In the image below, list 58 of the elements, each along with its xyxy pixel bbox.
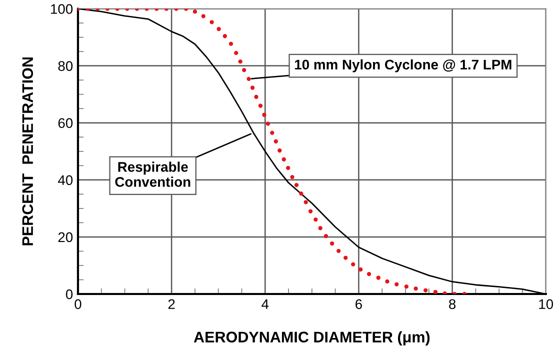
y-tick-label: 40 — [58, 175, 73, 186]
point — [304, 200, 308, 204]
point — [414, 286, 418, 291]
point — [286, 166, 290, 170]
point — [192, 10, 198, 14]
point — [258, 104, 263, 108]
y-tick-label: 100 — [51, 4, 73, 14]
point — [210, 20, 214, 24]
point — [366, 272, 372, 276]
point — [433, 290, 438, 294]
point — [228, 42, 234, 46]
point — [254, 94, 258, 99]
point — [278, 148, 282, 153]
point — [299, 192, 304, 196]
point — [344, 256, 348, 260]
point — [424, 288, 428, 292]
point — [262, 112, 266, 117]
point — [282, 157, 286, 162]
y-tick-label: 60 — [58, 118, 73, 128]
point — [222, 34, 227, 38]
point — [404, 284, 409, 289]
point — [308, 209, 313, 214]
point — [442, 291, 447, 294]
point — [274, 139, 278, 144]
point — [270, 130, 274, 135]
point — [376, 276, 380, 280]
point — [294, 182, 299, 188]
point — [266, 122, 270, 126]
point — [318, 226, 322, 230]
point — [336, 248, 341, 254]
point — [324, 234, 328, 238]
x-tick-label: 10 — [539, 299, 554, 310]
annotation: 10 mm Nylon Cyclone @ 1.7 LPM — [294, 59, 512, 72]
point — [201, 14, 206, 18]
y-tick-label: 20 — [58, 232, 73, 242]
x-tick-label: 8 — [449, 299, 456, 310]
point — [238, 59, 242, 64]
point — [234, 50, 238, 56]
annotation: Respirable Convention — [115, 162, 190, 187]
x-axis-title: AERODYNAMIC DIAMETER (μm) — [194, 331, 430, 346]
x-tick-label: 2 — [168, 299, 175, 309]
x-tick-label: 0 — [74, 299, 82, 310]
point — [330, 241, 334, 246]
y-axis-title: PERCENT PENETRATION — [22, 57, 34, 246]
point — [250, 86, 255, 90]
point — [246, 76, 251, 82]
point — [314, 217, 318, 222]
point — [216, 26, 221, 32]
point — [351, 262, 356, 266]
x-tick-label: 6 — [356, 299, 362, 310]
point — [394, 282, 399, 286]
point — [358, 267, 363, 272]
y-tick-label: 80 — [58, 61, 73, 71]
y-tick-label: 0 — [66, 289, 73, 300]
point — [385, 279, 390, 284]
x-tick-label: 4 — [262, 299, 269, 309]
point — [290, 174, 294, 180]
point — [242, 68, 246, 72]
